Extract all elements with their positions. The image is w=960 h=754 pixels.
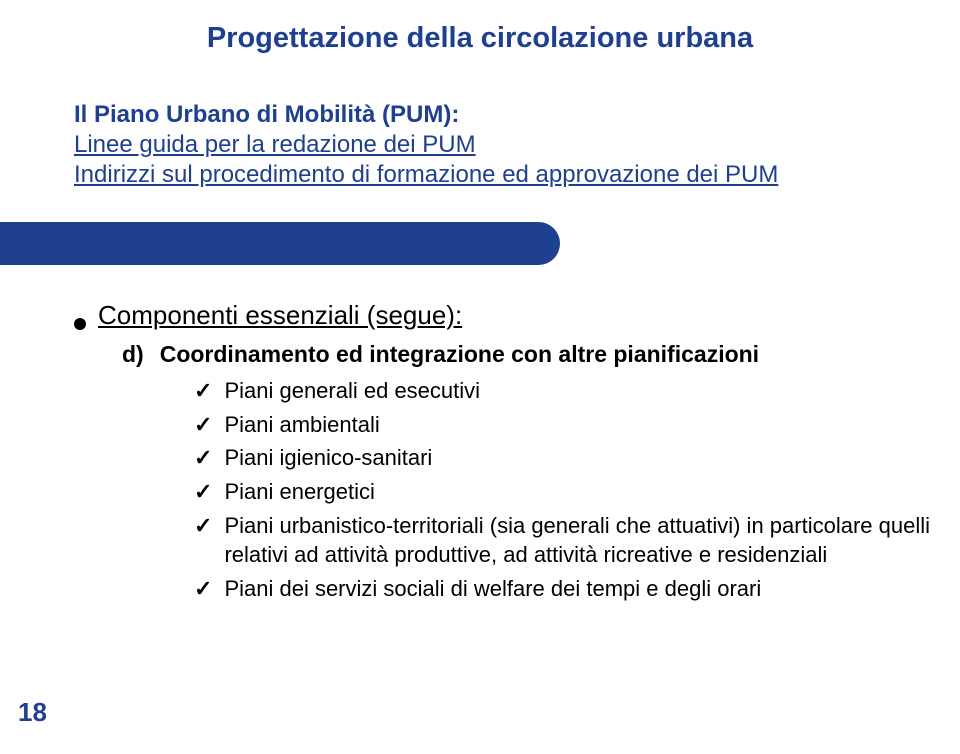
check-text: Piani igienico-sanitari	[224, 443, 432, 473]
slide-title: Progettazione della circolazione urbana	[0, 22, 960, 55]
check-text: Piani dei servizi sociali di welfare dei…	[224, 574, 761, 604]
check-item: ✓ Piani energetici	[194, 477, 944, 507]
check-item: ✓ Piani generali ed esecutivi	[194, 376, 944, 406]
check-text: Piani ambientali	[224, 410, 379, 440]
check-text: Piani generali ed esecutivi	[224, 376, 480, 406]
check-item: ✓ Piani igienico-sanitari	[194, 443, 944, 473]
sub-item-marker: d)	[122, 341, 144, 368]
check-item: ✓ Piani dei servizi sociali di welfare d…	[194, 574, 944, 604]
page-number: 18	[18, 697, 47, 728]
section-bullet: Componenti essenziali (segue):	[74, 300, 944, 331]
section-bullet-label: Componenti essenziali (segue):	[98, 300, 462, 331]
sub-item-text: Coordinamento ed integrazione con altre …	[160, 341, 759, 368]
check-text: Piani energetici	[224, 477, 374, 507]
sub-item-d: d) Coordinamento ed integrazione con alt…	[122, 341, 944, 368]
subtitle-line-3: Indirizzi sul procedimento di formazione…	[74, 160, 894, 190]
subtitle-block: Il Piano Urbano di Mobilità (PUM): Linee…	[74, 100, 894, 190]
accent-bar	[0, 222, 560, 265]
subtitle-line-1: Il Piano Urbano di Mobilità (PUM):	[74, 100, 894, 130]
check-icon: ✓	[194, 477, 212, 507]
check-icon: ✓	[194, 410, 212, 440]
slide: Progettazione della circolazione urbana …	[0, 0, 960, 754]
check-text: Piani urbanistico-territoriali (sia gene…	[224, 511, 944, 570]
check-icon: ✓	[194, 376, 212, 406]
check-list: ✓ Piani generali ed esecutivi ✓ Piani am…	[194, 376, 944, 604]
check-item: ✓ Piani ambientali	[194, 410, 944, 440]
check-icon: ✓	[194, 443, 212, 473]
body-block: Componenti essenziali (segue): d) Coordi…	[74, 300, 944, 608]
check-icon: ✓	[194, 574, 212, 604]
check-icon: ✓	[194, 511, 212, 541]
bullet-icon	[74, 318, 86, 330]
subtitle-line-2: Linee guida per la redazione dei PUM	[74, 130, 894, 160]
check-item: ✓ Piani urbanistico-territoriali (sia ge…	[194, 511, 944, 570]
